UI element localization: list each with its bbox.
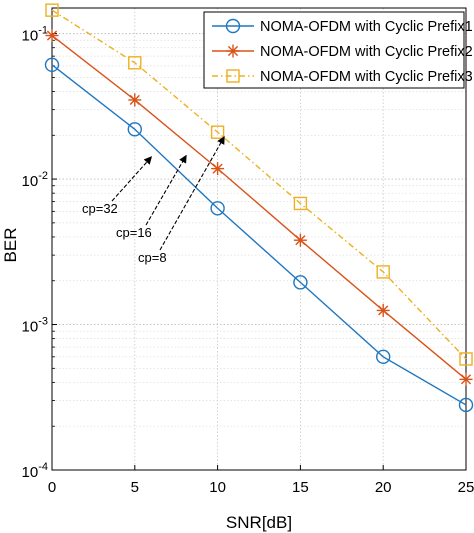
plot-frame (51, 7, 467, 471)
x-axis-label: SNR[dB] (226, 513, 292, 532)
data-point (128, 56, 142, 70)
y-tick-label: 10-4 (22, 461, 48, 481)
x-tick-label: 20 (375, 479, 392, 496)
series-group (44, 3, 474, 413)
legend-entry-3: NOMA-OFDM with Cyclic Prefix3 (212, 69, 473, 85)
data-point (293, 196, 308, 211)
data-point (293, 233, 307, 247)
series-2 (45, 29, 473, 386)
legend-entry-1: NOMA-OFDM with Cyclic Prefix1 (212, 18, 473, 35)
asterisk-stroke (212, 163, 223, 174)
annotation-1: cp=32 (82, 156, 153, 216)
annotation-arrow (159, 136, 225, 251)
legend-label: NOMA-OFDM with Cyclic Prefix3 (260, 69, 473, 85)
data-point (128, 93, 142, 107)
series-line-2 (51, 34, 467, 380)
x-tick-label: 25 (458, 479, 474, 496)
x-tick-label: 15 (292, 479, 309, 496)
annotation-2: cp=16 (116, 154, 187, 240)
legend-marker (226, 44, 240, 58)
series-1 (44, 57, 474, 413)
legend-label: NOMA-OFDM with Cyclic Prefix1 (260, 19, 473, 35)
x-tick-label: 5 (131, 479, 139, 496)
legend-marker (225, 18, 241, 34)
annotation-3: cp=8 (138, 136, 225, 265)
annotation-label: cp=16 (116, 225, 152, 240)
data-point (210, 201, 225, 216)
data-point (458, 397, 474, 413)
legend-label: NOMA-OFDM with Cyclic Prefix2 (260, 44, 473, 60)
legend-box (203, 11, 465, 89)
data-point (459, 352, 473, 366)
asterisk-stroke (378, 305, 389, 316)
data-point (293, 275, 308, 290)
y-tick-label: 10-1 (22, 25, 48, 45)
data-point (376, 265, 390, 279)
annotation-arrow (145, 154, 187, 226)
x-tick-label: 10 (209, 479, 226, 496)
asterisk-stroke (460, 374, 472, 385)
asterisk-stroke (46, 30, 58, 41)
annotation-label: cp=32 (82, 201, 118, 216)
data-point (211, 162, 225, 176)
data-point (376, 303, 390, 317)
y-tick-label: 10-3 (22, 316, 48, 336)
asterisk-stroke (295, 235, 306, 246)
x-tick-label: 0 (48, 479, 56, 496)
data-point (127, 122, 143, 137)
legend-entry-2: NOMA-OFDM with Cyclic Prefix2 (212, 44, 473, 60)
annotation-arrow (111, 156, 153, 202)
annotation-label: cp=8 (138, 250, 167, 265)
annotations: cp=32 cp=16 cp=8 (82, 136, 225, 265)
data-point (45, 3, 59, 17)
data-point (44, 57, 60, 73)
data-point (459, 372, 473, 386)
series-line-3 (51, 9, 467, 360)
asterisk-stroke (129, 94, 140, 106)
legend: NOMA-OFDM with Cyclic Prefix1 NOMA-OFDM w… (203, 11, 473, 89)
data-point (45, 29, 59, 43)
legend-marker (226, 69, 240, 83)
series-line-1 (51, 64, 467, 406)
asterisk-stroke (227, 45, 239, 57)
y-axis-label: BER (1, 228, 20, 263)
y-tick-label: 10-2 (22, 170, 48, 190)
series-3 (45, 3, 473, 366)
data-point (376, 349, 391, 365)
axis-ticks: 0 5 10 15 20 25 10-1 10-2 10-3 10-4 (22, 25, 474, 496)
